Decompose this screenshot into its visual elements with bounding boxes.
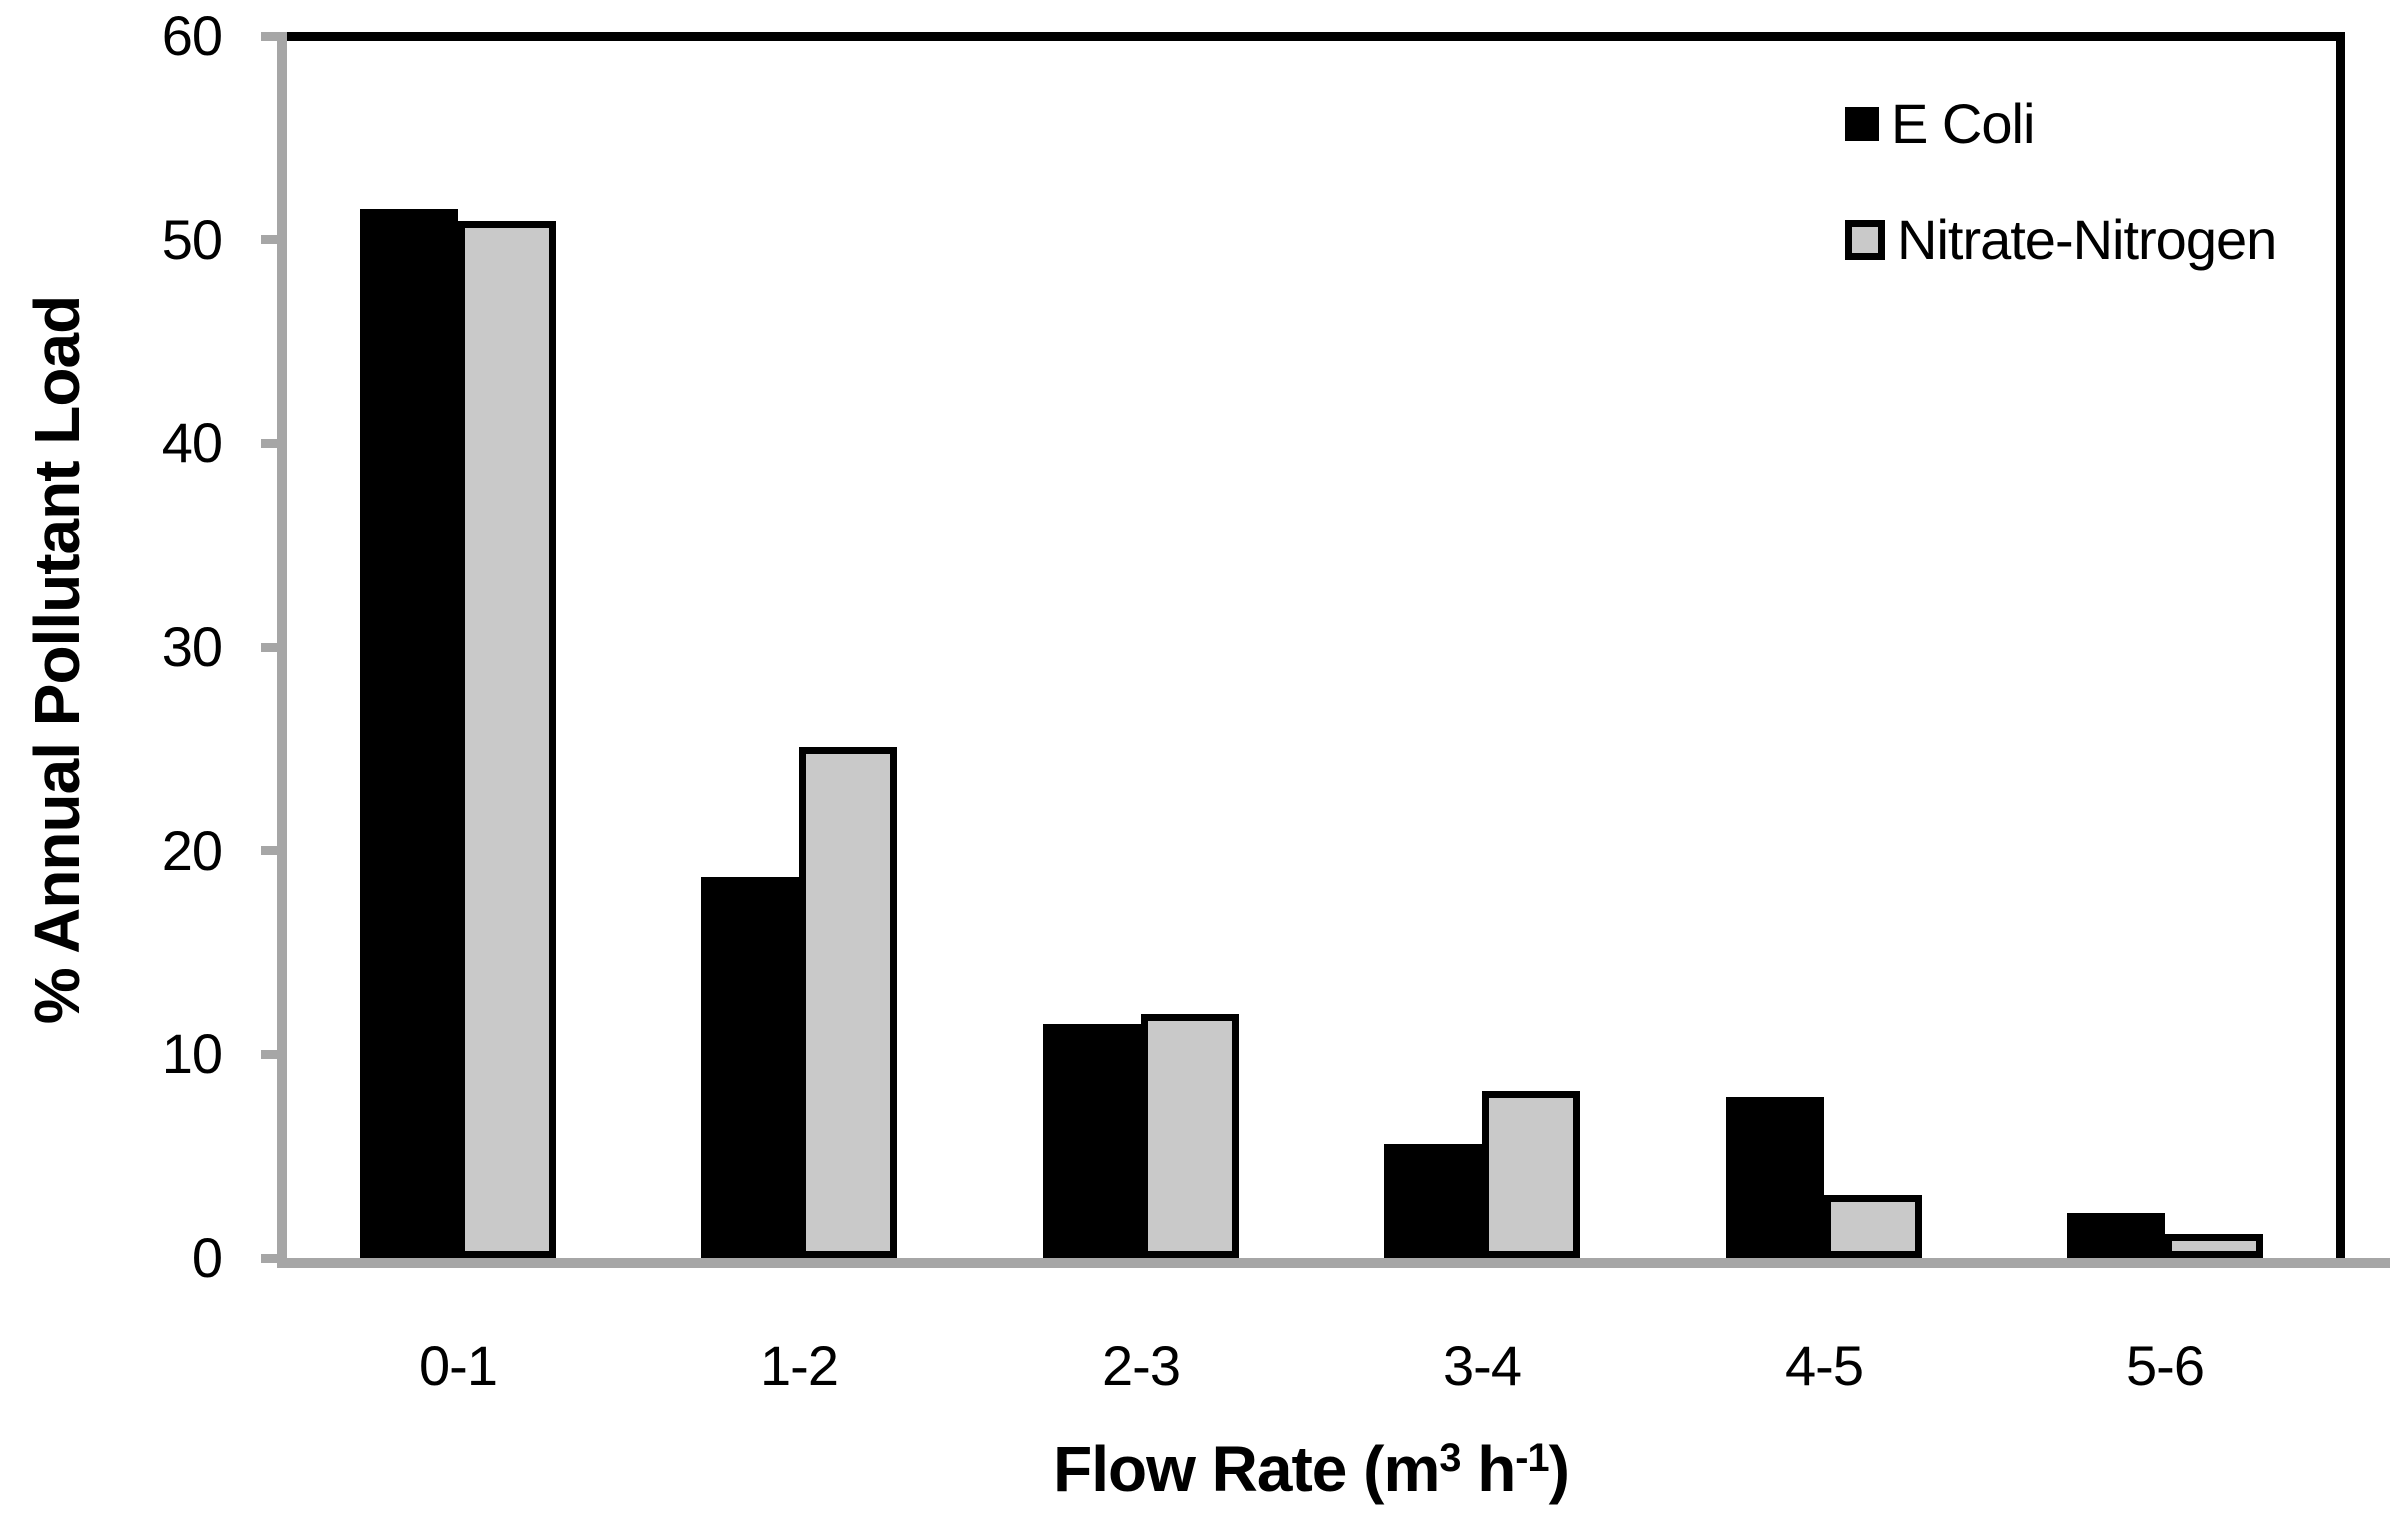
bar-nitrate-nitrogen-5-6 <box>2165 1234 2263 1258</box>
y-tick-label: 20 <box>161 819 223 882</box>
y-tick-mark <box>261 32 277 41</box>
y-tick-mark <box>261 643 277 652</box>
y-tick-mark <box>261 1254 277 1263</box>
plot-top-border <box>277 32 2345 41</box>
x-tick-label: 3-4 <box>1443 1334 1522 1397</box>
legend-label: Nitrate-Nitrogen <box>1897 208 2277 271</box>
bar-e-coli-1-2 <box>701 877 799 1258</box>
y-tick-mark <box>261 846 277 855</box>
bar-nitrate-nitrogen-2-3 <box>1141 1014 1239 1258</box>
y-tick-label: 60 <box>161 4 223 67</box>
x-tick-label: 2-3 <box>1102 1334 1181 1397</box>
y-tick-mark <box>261 1050 277 1059</box>
y-axis-line <box>277 32 287 1268</box>
x-axis-title-text: ) <box>1548 1433 1570 1505</box>
y-tick-mark <box>261 235 277 244</box>
x-axis-title: Flow Rate (m3 h-1) <box>1053 1432 1570 1506</box>
x-axis-title-text: Flow Rate (m <box>1053 1433 1440 1505</box>
y-tick-label: 30 <box>161 615 223 678</box>
plot-right-border <box>2336 32 2345 1268</box>
y-tick-label: 0 <box>191 1226 223 1289</box>
y-tick-label: 40 <box>161 411 223 474</box>
x-axis-title-superscript: 3 <box>1439 1436 1461 1481</box>
bar-nitrate-nitrogen-3-4 <box>1482 1091 1580 1258</box>
bar-e-coli-4-5 <box>1726 1097 1824 1258</box>
y-tick-label: 50 <box>161 208 223 271</box>
x-tick-label: 0-1 <box>419 1334 498 1397</box>
bar-e-coli-0-1 <box>360 209 458 1258</box>
legend-label: E Coli <box>1891 92 2035 155</box>
x-tick-label: 5-6 <box>2126 1334 2205 1397</box>
x-axis-line <box>277 1258 2390 1268</box>
bar-nitrate-nitrogen-1-2 <box>799 747 897 1258</box>
x-tick-label: 1-2 <box>760 1334 839 1397</box>
legend-item: E Coli <box>1845 92 2035 155</box>
y-axis-title: % Annual Pollutant Load <box>21 295 93 1025</box>
x-tick-label: 4-5 <box>1785 1334 1864 1397</box>
bar-nitrate-nitrogen-4-5 <box>1824 1195 1922 1258</box>
x-axis-title-superscript: -1 <box>1515 1436 1549 1481</box>
bar-e-coli-5-6 <box>2067 1213 2165 1258</box>
y-tick-label: 10 <box>161 1022 223 1085</box>
bar-e-coli-3-4 <box>1384 1144 1482 1258</box>
legend-swatch-icon <box>1845 220 1885 260</box>
y-tick-mark <box>261 439 277 448</box>
bar-nitrate-nitrogen-0-1 <box>458 221 556 1258</box>
bar-e-coli-2-3 <box>1043 1024 1141 1258</box>
legend-item: Nitrate-Nitrogen <box>1845 208 2277 271</box>
x-axis-title-text: h <box>1460 1433 1516 1505</box>
legend-swatch-icon <box>1845 107 1879 141</box>
